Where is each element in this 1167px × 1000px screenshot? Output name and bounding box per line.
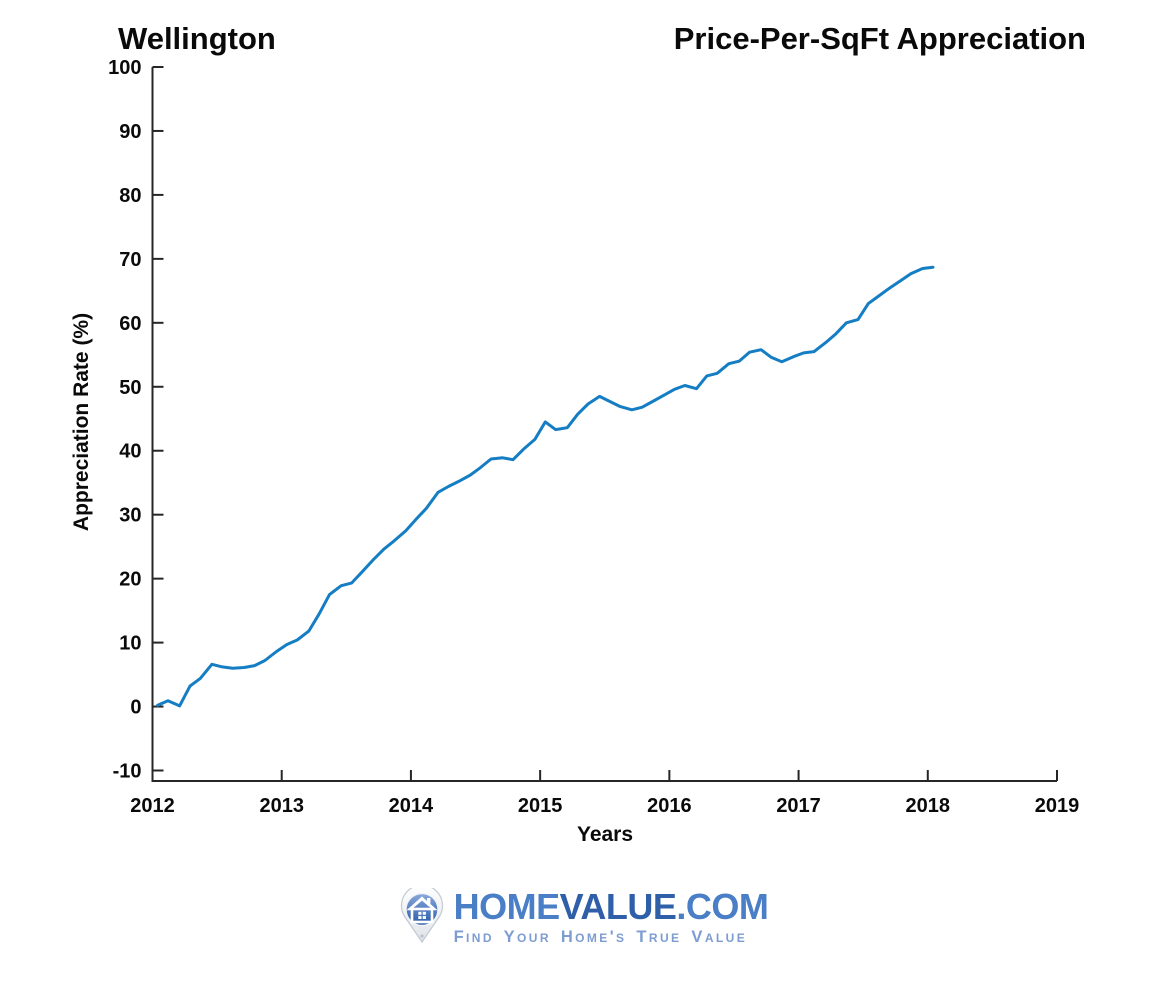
axis-lines (151, 67, 1057, 782)
chart-title-city: Wellington (118, 21, 276, 56)
y-tick-label: 40 (119, 441, 141, 463)
wellington-series-line (156, 265, 935, 708)
chart-title-metric: Price-Per-SqFt Appreciation (674, 21, 1086, 56)
y-tick-label: 10 (119, 633, 141, 655)
logo-wordmark: HOMEVALUE.COM (453, 885, 769, 927)
y-tick-label: 20 (119, 569, 141, 591)
axes (151, 67, 1057, 782)
x-tick-label: 2015 (518, 795, 563, 817)
logo-com-text: .COM (676, 885, 769, 927)
logo-value-text: VALUE (559, 885, 677, 927)
x-tick-label: 2016 (647, 795, 692, 817)
y-tick-label: 100 (108, 57, 141, 79)
logo-tagline: Find Your Home's True Value (453, 927, 748, 946)
y-tick-label: 90 (119, 121, 141, 143)
y-tick-label: 80 (119, 185, 141, 207)
y-axis-label: Appreciation Rate (%) (70, 313, 93, 531)
logo-home-text: HOME (453, 885, 561, 927)
x-tick-label: 2017 (776, 795, 821, 817)
appreciation-line-chart: -10 0 10 20 30 40 50 60 70 80 90 100 2012 2013 2014 201… (70, 21, 1086, 846)
homevalue-logo: HOMEVALUE.COM Find Your Home's True Valu… (0, 872, 1167, 962)
axis-ticks (151, 66, 1058, 781)
x-tick-label: 2019 (1035, 795, 1080, 817)
x-axis-label: Years (577, 823, 633, 846)
y-tick-label: 30 (119, 505, 141, 527)
y-tick-label: 70 (119, 249, 141, 271)
x-tick-label: 2012 (130, 795, 175, 817)
y-tick-label: 60 (119, 313, 141, 335)
y-tick-label: -10 (113, 761, 142, 783)
x-tick-label: 2018 (906, 795, 951, 817)
x-tick-label: 2013 (259, 795, 304, 817)
homevalue-pin-icon (400, 888, 443, 944)
y-tick-label: 0 (130, 697, 141, 719)
axis-tick-labels: -10 0 10 20 30 40 50 60 70 80 90 100 2012 2013 2014 201… (108, 57, 1079, 817)
y-tick-label: 50 (119, 377, 141, 399)
x-tick-label: 2014 (389, 795, 434, 817)
